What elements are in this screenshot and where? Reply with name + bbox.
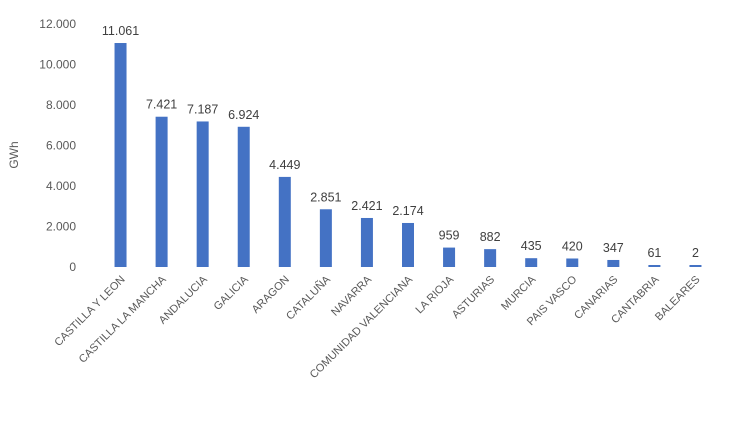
data-label: 435 — [521, 239, 542, 253]
data-label: 959 — [439, 229, 460, 243]
y-tick-label: 4.000 — [46, 179, 76, 193]
bar — [319, 209, 332, 267]
data-label: 61 — [647, 246, 661, 260]
bars — [114, 43, 702, 267]
category-label: ARAGON — [250, 274, 292, 316]
data-label: 7.421 — [146, 98, 177, 112]
data-label: 420 — [562, 239, 583, 253]
bar — [402, 222, 414, 267]
category-label: GALICIA — [212, 273, 252, 313]
y-tick-label: 8.000 — [46, 98, 76, 112]
bar — [360, 217, 373, 267]
data-label: 2.421 — [351, 199, 382, 213]
data-label: 4.449 — [269, 158, 300, 172]
y-tick-label: 6.000 — [46, 139, 76, 153]
bar — [278, 176, 291, 267]
y-tick-label: 10.000 — [39, 58, 76, 72]
bar — [648, 265, 661, 267]
data-label: 882 — [480, 230, 501, 244]
bar — [196, 121, 209, 267]
bar — [484, 249, 497, 267]
data-label: 2.174 — [392, 204, 423, 218]
category-label: CATALUÑA — [283, 272, 333, 322]
y-tick-label: 0 — [69, 260, 76, 274]
bar — [566, 258, 579, 267]
category-label: CASTILLA LA MANCHA — [77, 273, 169, 365]
y-axis-title: GWh — [7, 141, 21, 168]
data-labels: 11.061 7.421 7.187 6.924 4.449 2.851 2.421 2.17… — [102, 24, 699, 260]
bar — [114, 43, 127, 267]
data-label: 347 — [603, 241, 624, 255]
y-tick-label: 12.000 — [39, 17, 76, 31]
category-label: LA RIOJA — [414, 273, 457, 316]
data-label: 7.187 — [187, 102, 218, 116]
y-tick-label: 2.000 — [46, 220, 76, 234]
category-label: ASTURIAS — [450, 274, 497, 321]
data-label: 11.061 — [102, 24, 139, 38]
data-label: 6.924 — [228, 108, 259, 122]
bar — [237, 126, 250, 267]
data-label: 2.851 — [310, 190, 341, 204]
bar — [607, 259, 620, 267]
y-axis-ticks: 0 2.000 4.000 6.000 8.000 10.000 12.000 — [39, 17, 76, 274]
bar — [443, 247, 456, 267]
data-label: 2 — [692, 246, 699, 260]
bar — [689, 265, 702, 267]
category-label: MURCIA — [499, 273, 539, 313]
bar — [155, 116, 168, 267]
bar — [525, 258, 538, 267]
category-label: CASTILLA Y LEON — [52, 274, 127, 349]
